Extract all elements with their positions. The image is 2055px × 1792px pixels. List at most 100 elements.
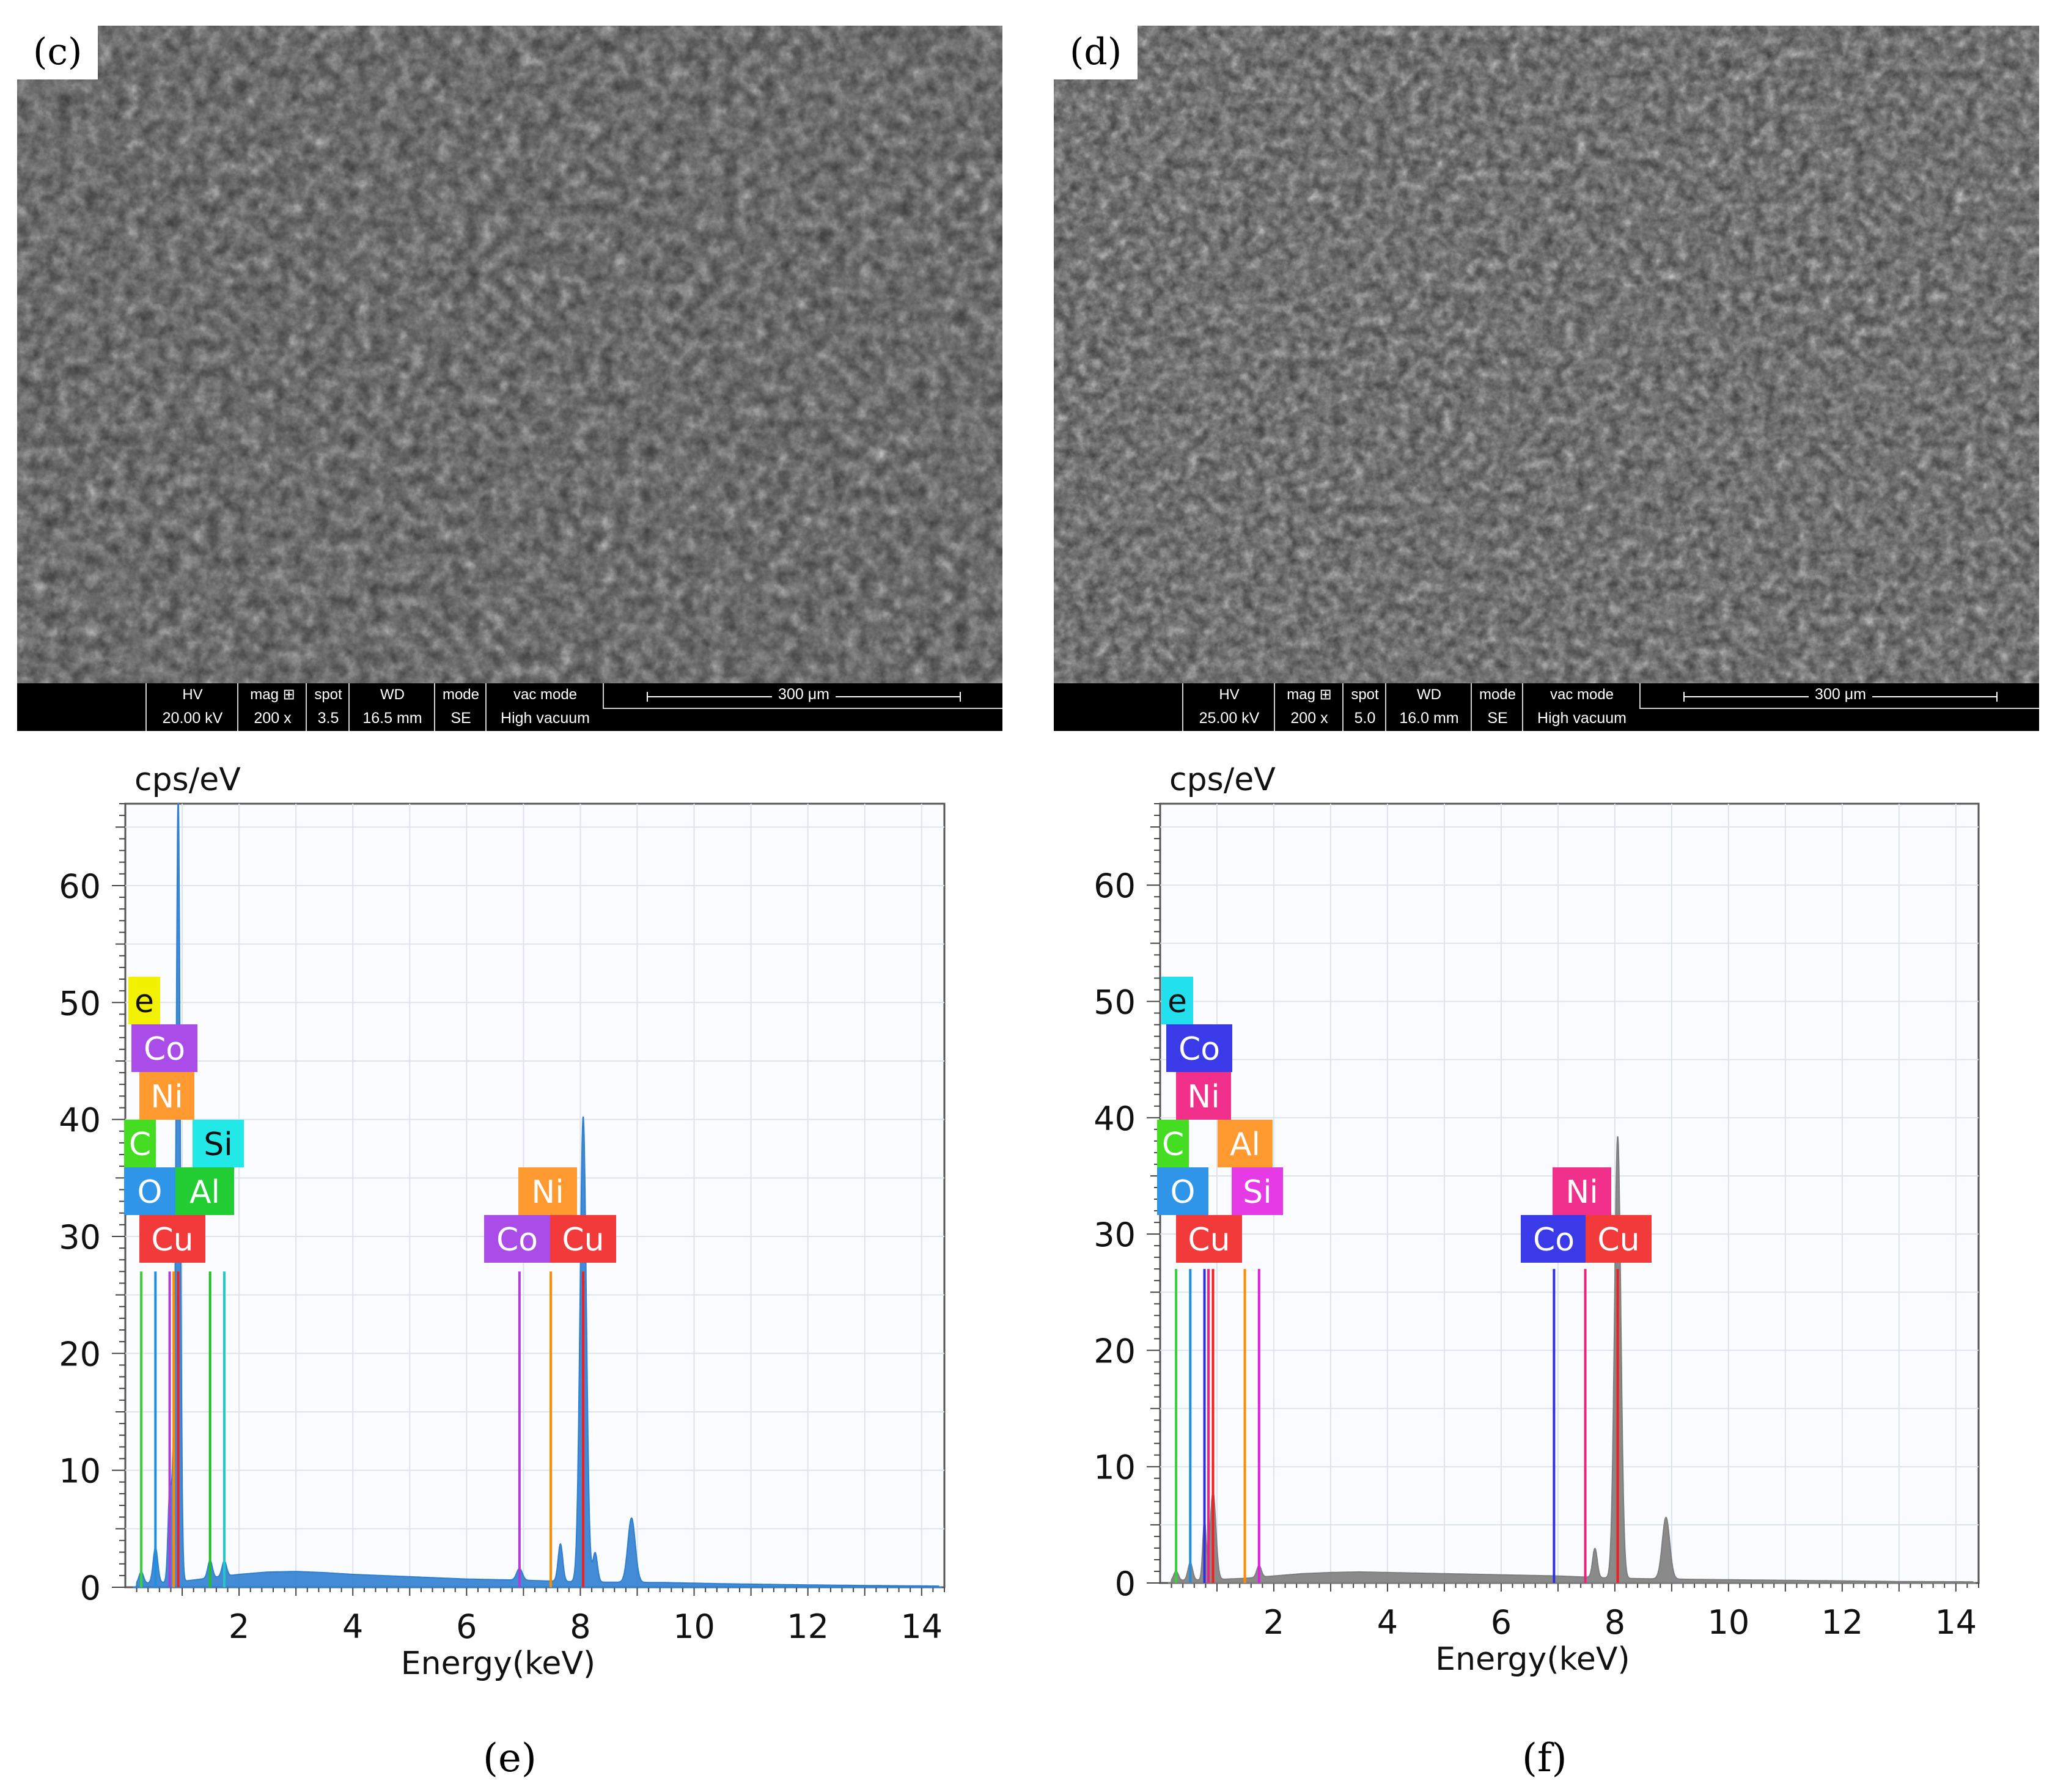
- element-tag: O: [1157, 1167, 1208, 1215]
- hv-label: HV: [1219, 686, 1240, 703]
- x-tick-label: 8: [1605, 1603, 1625, 1642]
- element-tag-box: [1157, 1120, 1189, 1167]
- hv-value: 25.00 kV: [1199, 710, 1260, 727]
- element-marker-lines: [1175, 1269, 1619, 1583]
- spot-value: 3.5: [317, 710, 339, 727]
- spot-value: 5.0: [1354, 710, 1376, 727]
- element-tag: Cu: [139, 1215, 205, 1263]
- x-axis-label: Energy(keV): [1435, 1641, 1630, 1678]
- element-tag-label: Cu: [562, 1222, 604, 1258]
- y-tick-label: 30: [1094, 1216, 1136, 1254]
- element-tag: Cu: [1586, 1215, 1652, 1263]
- caption-e: (e): [483, 1736, 537, 1781]
- mag-value: 200 x: [1290, 710, 1328, 727]
- element-tag-label: Co: [144, 1031, 185, 1068]
- element-tag-label: C: [1162, 1126, 1184, 1163]
- x-tick-label: 2: [1263, 1603, 1284, 1642]
- element-tag-box: [1166, 1024, 1232, 1072]
- element-tag-box: [175, 1167, 234, 1215]
- element-tag-label: Co: [496, 1222, 538, 1258]
- element-tag-box: [1232, 1167, 1283, 1215]
- vac-label: vac mode: [1550, 686, 1614, 703]
- element-tag-label: Ni: [150, 1079, 183, 1115]
- element-tag-box: [1176, 1072, 1231, 1120]
- y-tick-label: 10: [1094, 1449, 1136, 1487]
- y-tick-label: 10: [59, 1452, 101, 1491]
- element-tag-box: [139, 1072, 194, 1120]
- y-tick-label: 60: [59, 867, 101, 906]
- element-tag-box: [518, 1167, 577, 1215]
- spectrum-trace: [133, 803, 942, 1588]
- y-tick-label: 40: [1094, 1100, 1136, 1138]
- element-tag-box: [1161, 977, 1193, 1024]
- mode-value: SE: [450, 710, 471, 727]
- mode-value: SE: [1487, 710, 1508, 727]
- element-tag-box: [1176, 1215, 1242, 1263]
- element-tag-box: [124, 1120, 156, 1167]
- element-tag-label: Al: [1230, 1126, 1260, 1163]
- element-tag-box: [1157, 1167, 1208, 1215]
- element-tag-box: [1553, 1167, 1611, 1215]
- scale-tick-left: [647, 692, 648, 702]
- y-tick-label: 0: [1115, 1565, 1136, 1603]
- wd-label: WD: [380, 686, 405, 703]
- wd-label: WD: [1417, 686, 1441, 703]
- y-tick-label: 20: [1094, 1332, 1136, 1370]
- spot-label: spot: [314, 686, 342, 703]
- x-tick-label: 6: [1491, 1603, 1512, 1642]
- eds-chart-e-svg: 0 10 20 30 40 50 60 2 4 6 8 10 12 14 cps/eV Energy(keV)…: [59, 762, 946, 1682]
- element-tag-label: O: [138, 1174, 163, 1211]
- element-tag: Al: [1218, 1120, 1273, 1167]
- wd-value: 16.0 mm: [1399, 710, 1459, 727]
- wd-value: 16.5 mm: [362, 710, 422, 727]
- scale-bar-label: 300 μm: [772, 686, 836, 703]
- y-axis-label: cps/eV: [1169, 762, 1276, 798]
- element-tag-box: [128, 977, 160, 1024]
- y-tick-label: 60: [1094, 867, 1136, 905]
- hv-value: 20.00 kV: [162, 710, 223, 727]
- element-tag: Co: [131, 1024, 197, 1072]
- x-tick-label: 10: [673, 1607, 715, 1646]
- eds-chart-f-svg: 0 10 20 30 40 50 60 2 4 6 8 10 12 14 cps/eV Energy(keV)…: [1094, 762, 1980, 1678]
- sem-info-bar-d: HV 25.00 kV mag ⊞ 200 x spot 5.0 WD 16.0 mm …: [1054, 683, 2039, 731]
- element-tag: Cu: [1176, 1215, 1242, 1263]
- sem-texture-d: [1054, 26, 2039, 731]
- element-tag: e: [1161, 977, 1193, 1024]
- vac-label: vac mode: [513, 686, 578, 703]
- x-tick-label: 6: [456, 1607, 477, 1646]
- element-tag-box: [193, 1120, 244, 1167]
- element-tag: Al: [175, 1167, 234, 1215]
- element-tag-box: [484, 1215, 550, 1263]
- y-tick-label: 30: [59, 1218, 101, 1257]
- element-tag-label: Cu: [1188, 1222, 1230, 1258]
- mag-label: mag ⊞: [1287, 686, 1332, 703]
- y-tick-label: 0: [80, 1569, 101, 1607]
- element-tag-label: e: [1167, 983, 1187, 1020]
- sem-image-d: (d) HV 25.00 kV mag ⊞ 200 x spot 5.0 WD 16.0…: [1054, 26, 2039, 731]
- element-tag: Co: [484, 1215, 550, 1263]
- element-tag: O: [124, 1167, 175, 1215]
- mode-label: mode: [1479, 686, 1516, 703]
- sem-texture-c: [17, 26, 1002, 731]
- element-tag-box: [124, 1167, 175, 1215]
- sem-image-c: (c) HV 20.00 kV mag ⊞ 200 x spot 3.5 WD 16.5…: [17, 26, 1002, 731]
- scale-bar-c: 300 μm: [603, 683, 1002, 709]
- element-tag-box: [1218, 1120, 1273, 1167]
- x-axis-label: Energy(keV): [401, 1645, 595, 1682]
- element-tag-label: O: [1171, 1174, 1196, 1211]
- x-tick-label: 4: [342, 1607, 363, 1646]
- element-tag-box: [550, 1215, 616, 1263]
- spot-label: spot: [1351, 686, 1379, 703]
- element-tag: Co: [1521, 1215, 1587, 1263]
- element-tag-box: [131, 1024, 197, 1072]
- element-tag-label: Al: [189, 1174, 220, 1211]
- x-tick-label: 10: [1708, 1603, 1750, 1642]
- vac-value: High vacuum: [1537, 710, 1627, 727]
- scale-tick-right: [1996, 692, 1998, 702]
- spectrum-trace: [1167, 1136, 1976, 1584]
- y-axis-label: cps/eV: [134, 762, 241, 798]
- element-tag: C: [1157, 1120, 1189, 1167]
- element-tag: Si: [1232, 1167, 1283, 1215]
- element-tag-label: Co: [1533, 1222, 1575, 1258]
